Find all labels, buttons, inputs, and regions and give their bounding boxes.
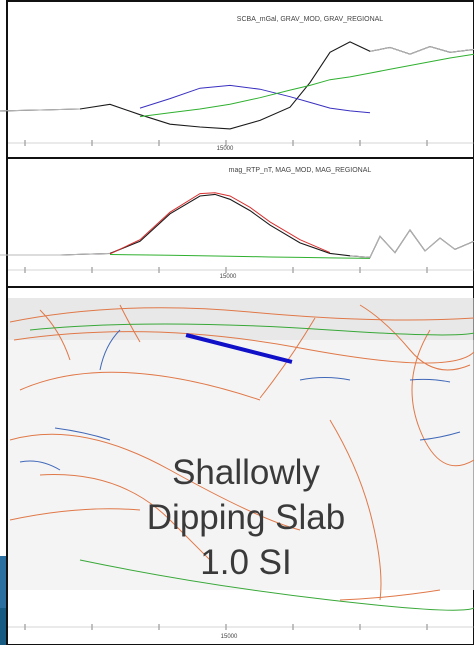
observed-head-line (0, 252, 111, 256)
fault-line (9, 508, 141, 521)
fault-line (19, 460, 61, 471)
magnetic-axis-ticks (8, 267, 474, 273)
fault-line (29, 323, 474, 336)
series-line-1 (109, 192, 331, 255)
annotation-line-3: 1.0 SI (200, 543, 292, 582)
fault-line (54, 427, 111, 441)
annotation-line-1: Shallowly (172, 453, 320, 492)
observed-head-line (0, 108, 81, 112)
gravity-panel-frame (6, 0, 474, 159)
fault-line (9, 433, 301, 531)
seismic-section-panel: 15000 (6, 286, 474, 645)
fault-line (409, 378, 451, 383)
sidebar-strip-dark (0, 608, 10, 645)
series-line-2 (109, 254, 371, 259)
seismic-texture (8, 298, 474, 590)
fault-line (19, 371, 261, 401)
fault-line (39, 309, 71, 361)
observed-tail-line (349, 229, 474, 258)
fault-line (99, 329, 121, 371)
fault-line (39, 474, 212, 562)
series-line-1 (139, 84, 371, 114)
slab-annotation: Shallowly Dipping Slab 1.0 SI (96, 450, 396, 585)
gravity-panel-title: SCBA_mGal, GRAV_MOD, GRAV_REGIONAL (237, 16, 383, 23)
fault-line (359, 304, 471, 371)
magnetic-panel-title: mag_RTP_nT, MAG_MOD, MAG_REGIONAL (229, 167, 372, 174)
fault-line (339, 589, 441, 601)
magnetic-panel: mag_RTP_nT, MAG_MOD, MAG_REGIONAL 15000 (0, 157, 474, 288)
fault-line (411, 329, 474, 467)
magnetic-x-tick-label: 15000 (220, 274, 237, 280)
gravity-axis-ticks (8, 140, 474, 146)
fault-line (259, 317, 316, 399)
seismic-noise-fill (8, 340, 474, 590)
seismic-x-tick-label: 15000 (221, 634, 238, 640)
magnetic-panel-frame (6, 157, 474, 288)
fault-line (9, 307, 474, 323)
gravity-series-lines (0, 41, 474, 130)
gravity-panel: SCBA_mGal, GRAV_MOD, GRAV_REGIONAL 15000 (0, 0, 474, 159)
annotation-line-2: Dipping Slab (146, 498, 346, 537)
sidebar-strip (0, 556, 10, 645)
dipping-slab (185, 333, 293, 364)
series-line-2 (139, 53, 474, 118)
fault-line (13, 331, 474, 364)
observed-tail-line (369, 46, 474, 55)
fault-line (329, 419, 382, 601)
fault-line (79, 559, 474, 611)
gravity-x-tick-label: 15000 (217, 146, 234, 152)
fault-line (419, 431, 461, 441)
fault-line (299, 377, 351, 381)
magnetic-series-lines (0, 192, 474, 259)
seismic-axis-ticks (8, 624, 474, 630)
fault-interpretation-lines (9, 304, 474, 611)
